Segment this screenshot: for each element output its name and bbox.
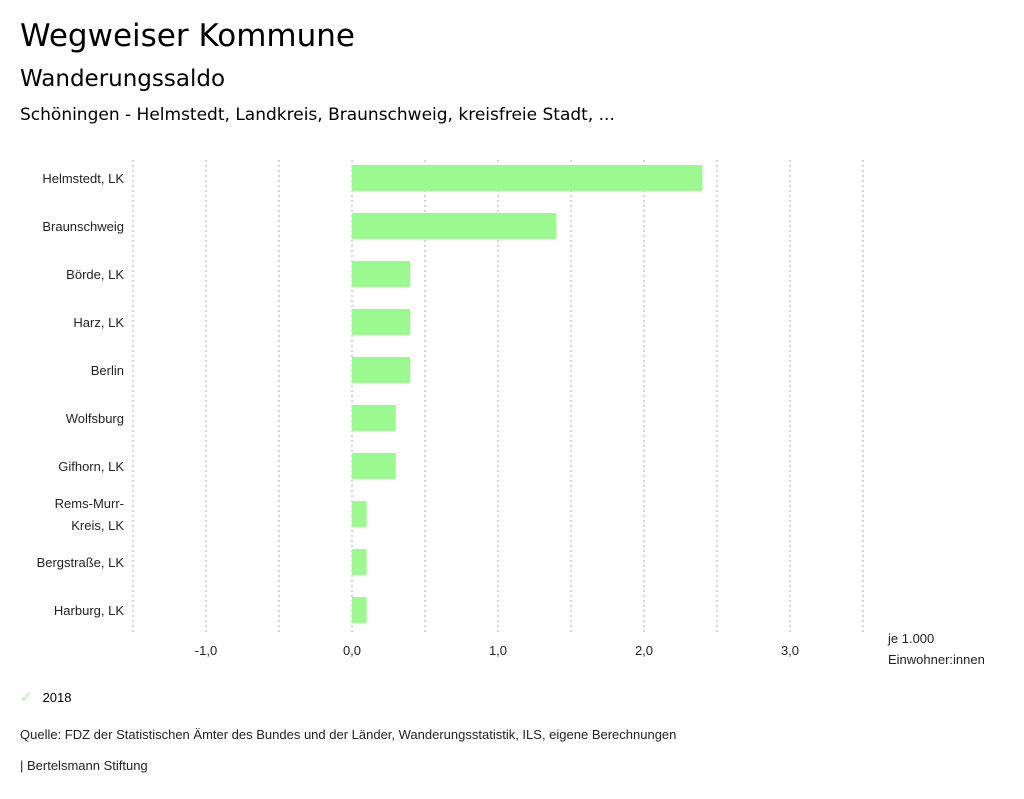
bar bbox=[352, 597, 367, 623]
category-label: Gifhorn, LK bbox=[58, 459, 124, 474]
category-label: Braunschweig bbox=[42, 219, 124, 234]
category-label: Wolfsburg bbox=[66, 411, 124, 426]
category-label: Rems-Murr- bbox=[55, 496, 124, 511]
brand-note: | Bertelsmann Stiftung bbox=[20, 758, 148, 773]
x-tick-label: 0,0 bbox=[343, 643, 361, 658]
x-tick-label: 2,0 bbox=[635, 643, 653, 658]
bar bbox=[352, 213, 557, 239]
x-axis-label: Einwohner:innen bbox=[888, 652, 985, 667]
x-tick-label: 3,0 bbox=[781, 643, 799, 658]
bar bbox=[352, 261, 411, 287]
bar bbox=[352, 453, 396, 479]
category-label: Berlin bbox=[91, 363, 124, 378]
bar bbox=[352, 165, 703, 191]
region-selection[interactable]: Schöningen - Helmstedt, Landkreis, Braun… bbox=[20, 105, 615, 125]
bar bbox=[352, 309, 411, 335]
bar bbox=[352, 405, 396, 431]
chart-title: Wanderungssaldo bbox=[20, 66, 226, 92]
bar bbox=[352, 357, 411, 383]
category-label: Bergstraße, LK bbox=[37, 555, 125, 570]
category-label: Harz, LK bbox=[73, 315, 124, 330]
bar bbox=[352, 501, 367, 527]
category-label: Börde, LK bbox=[66, 267, 124, 282]
bar bbox=[352, 549, 367, 575]
x-tick-label: 1,0 bbox=[489, 643, 507, 658]
source-note: Quelle: FDZ der Statistischen Ämter des … bbox=[20, 727, 677, 742]
category-label: Kreis, LK bbox=[71, 518, 124, 533]
category-label: Harburg, LK bbox=[54, 603, 124, 618]
legend-label: 2018 bbox=[42, 689, 72, 705]
category-label: Helmstedt, LK bbox=[42, 171, 124, 186]
x-tick-label: -1,0 bbox=[195, 643, 217, 658]
x-axis-label: je 1.000 bbox=[887, 631, 934, 646]
legend-item-2018[interactable]: ✓ 2018 bbox=[20, 688, 72, 706]
check-icon: ✓ bbox=[20, 689, 33, 706]
app-title: Wegweiser Kommune bbox=[20, 18, 355, 54]
